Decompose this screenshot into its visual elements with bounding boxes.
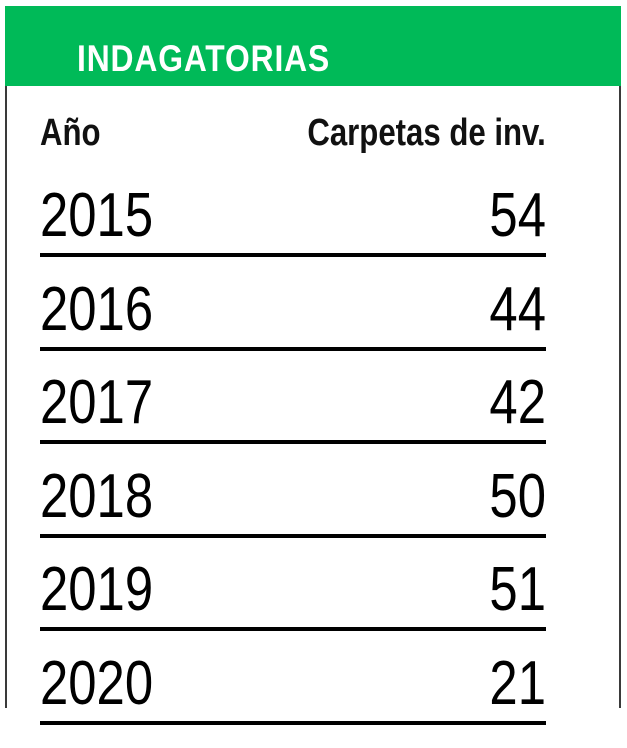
year-cell: 2016 bbox=[40, 275, 154, 344]
column-header-carpetas: Carpetas de inv. bbox=[307, 112, 546, 154]
table-row: 2019 51 bbox=[40, 538, 546, 631]
year-cell: 2018 bbox=[40, 462, 154, 531]
year-cell: 2020 bbox=[40, 649, 154, 718]
row-divider bbox=[40, 440, 546, 444]
row-divider bbox=[40, 627, 546, 631]
year-cell: 2019 bbox=[40, 555, 154, 624]
value-cell: 42 bbox=[489, 368, 546, 437]
table-row: 2015 54 bbox=[40, 164, 546, 257]
page-title: INDAGATORIAS bbox=[77, 38, 331, 79]
row-divider bbox=[40, 721, 546, 725]
value-cell: 51 bbox=[489, 555, 546, 624]
value-cell: 21 bbox=[489, 649, 546, 718]
frame-right-border bbox=[619, 6, 621, 708]
value-cell: 54 bbox=[489, 181, 546, 250]
year-cell: 2017 bbox=[40, 368, 154, 437]
value-cell: 50 bbox=[489, 462, 546, 531]
value-cell: 44 bbox=[489, 275, 546, 344]
table-row: 2016 44 bbox=[40, 258, 546, 351]
row-divider bbox=[40, 347, 546, 351]
row-divider bbox=[40, 534, 546, 538]
frame-left-border bbox=[5, 6, 7, 708]
column-header-year: Año bbox=[40, 112, 101, 154]
table-row: 2017 42 bbox=[40, 351, 546, 444]
row-divider bbox=[40, 253, 546, 257]
table-row: 2020 21 bbox=[40, 632, 546, 725]
year-cell: 2015 bbox=[40, 181, 154, 250]
title-banner: INDAGATORIAS bbox=[5, 6, 621, 86]
table-row: 2018 50 bbox=[40, 445, 546, 538]
